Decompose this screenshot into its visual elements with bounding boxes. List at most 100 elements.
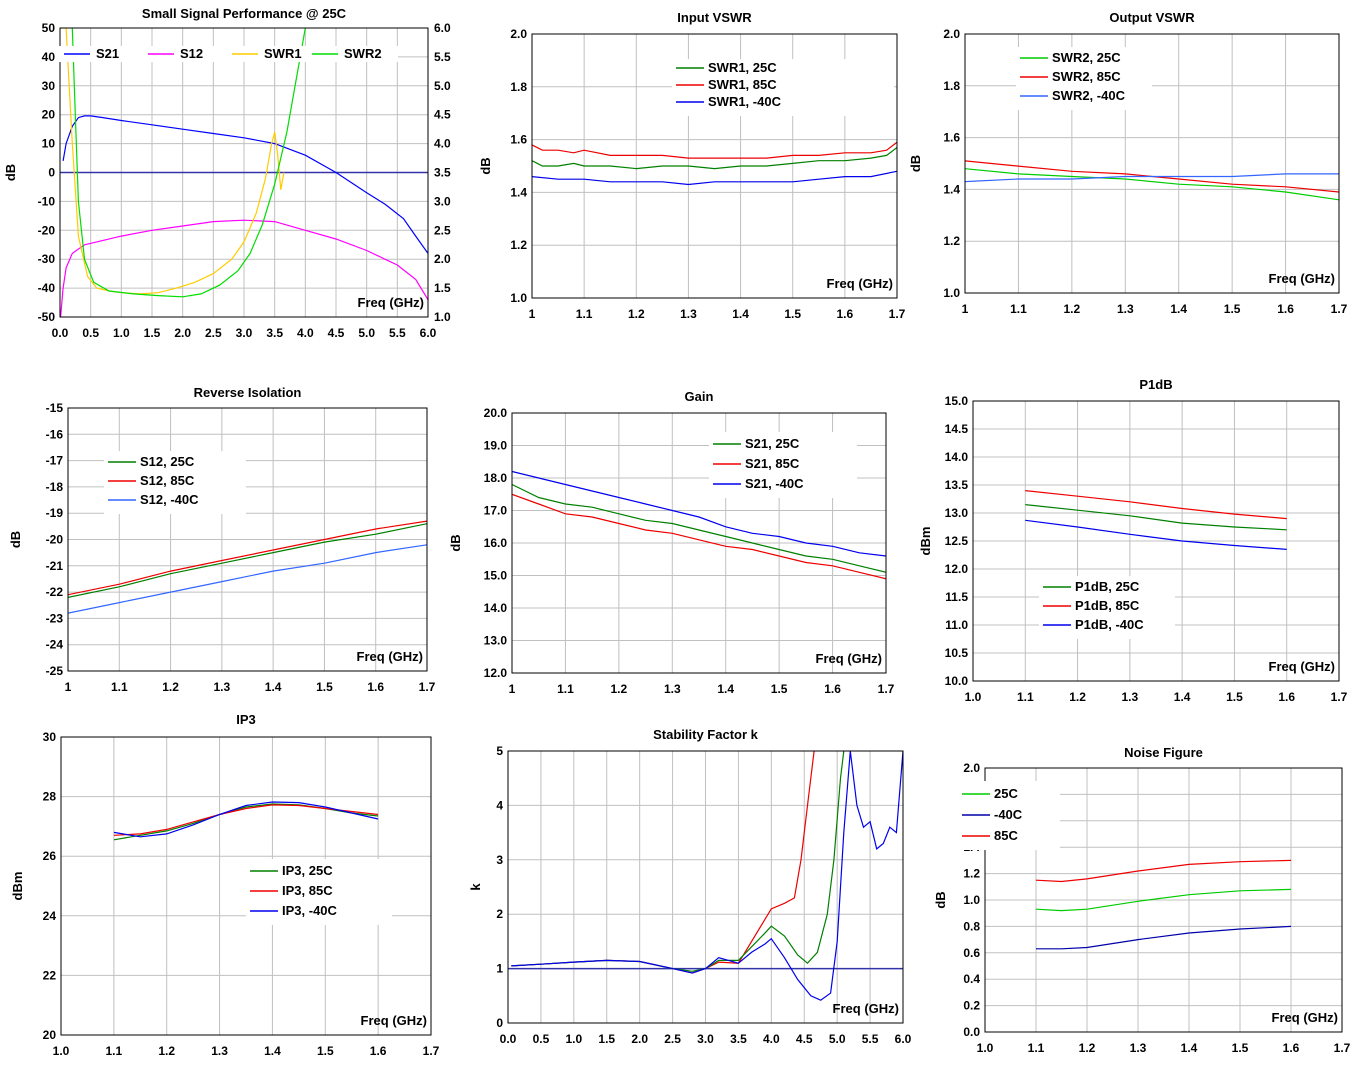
x-tick-label: 1.0 xyxy=(53,1044,70,1058)
y-tick-label: 1.2 xyxy=(510,238,527,252)
chart-title: Small Signal Performance @ 25C xyxy=(142,6,347,21)
chart-ssp: 0.0 0.5 1.0 1.5 2.0 2.5 3.0 3.5 4.0 4.5 5.0 5.5 6.0 -… xyxy=(3,6,451,340)
legend-label: -40C xyxy=(994,807,1023,822)
x-tick-label: 1.0 xyxy=(965,690,982,704)
x-tick-label: 1.5 xyxy=(1226,690,1243,704)
x-tick-label: 1.5 xyxy=(598,1032,615,1046)
legend-label: SWR1, 25C xyxy=(708,60,777,75)
x-tick-label: 1.2 xyxy=(162,680,179,694)
y-tick-label: 30 xyxy=(43,730,57,744)
legend: S21, 25C S21, 85C S21, -40C xyxy=(709,432,857,498)
y-tick-label: -24 xyxy=(46,638,64,652)
y2-tick-label: 1.5 xyxy=(434,281,451,295)
y-tick-label: 10 xyxy=(42,137,56,151)
x-tick-label: 5.5 xyxy=(862,1032,879,1046)
series-line-p1db-25c xyxy=(1025,504,1287,531)
x-tick-label: 1.5 xyxy=(317,1044,334,1058)
x-tick-label: 5.0 xyxy=(358,326,375,340)
legend-bg xyxy=(226,46,318,62)
y-tick-label: -22 xyxy=(46,585,64,599)
legend-label: SWR2, -40C xyxy=(1052,88,1126,103)
legend-label: 85C xyxy=(994,828,1018,843)
y-axis-label: dB xyxy=(8,531,23,548)
y-tick-label: -21 xyxy=(46,559,64,573)
y2-tick-label: 4.5 xyxy=(434,108,451,122)
y-tick-label: 13.5 xyxy=(945,478,969,492)
y-tick-label: 1.0 xyxy=(963,893,980,907)
y-tick-label: 0.0 xyxy=(963,1025,980,1039)
chart-riso: 1 1.1 1.2 1.3 1.4 1.5 1.6 1.7 -25 -24 -23 -22 -21 -20… xyxy=(8,385,436,694)
x-tick-label: 1.5 xyxy=(316,680,333,694)
y-tick-label: 14.5 xyxy=(945,422,969,436)
plot-frame xyxy=(964,33,1340,294)
legend-bg xyxy=(306,46,398,62)
x-tick-label: 1.7 xyxy=(878,682,895,696)
x-tick-label: 5.0 xyxy=(829,1032,846,1046)
chart-title: Reverse Isolation xyxy=(194,385,302,400)
legend-label: P1dB, -40C xyxy=(1075,617,1144,632)
chart-title: P1dB xyxy=(1139,377,1172,392)
y-tick-label: 12.0 xyxy=(945,562,969,576)
x-axis-label: Freq (GHz) xyxy=(358,295,424,310)
series-line-ip3-25c xyxy=(113,803,379,841)
y-tick-label: 4 xyxy=(496,798,503,812)
y-tick-label: 1.0 xyxy=(510,291,527,305)
chart-stab: 0.0 0.5 1.0 1.5 2.0 2.5 3.0 3.5 4.0 4.5 5.0 5.5 6.0 0… xyxy=(468,727,912,1046)
y2-tick-label: 4.0 xyxy=(434,137,451,151)
x-tick-label: 1.4 xyxy=(717,682,734,696)
x-tick-label: 1 xyxy=(509,682,516,696)
x-tick-label: 1 xyxy=(962,302,969,316)
x-tick-label: 1.2 xyxy=(1064,302,1081,316)
x-tick-label: 1.1 xyxy=(106,1044,123,1058)
series-line-s21-25c xyxy=(512,483,886,573)
y2-tick-label: 1.0 xyxy=(434,310,451,324)
legend-label: SWR2, 25C xyxy=(1052,50,1121,65)
x-tick-label: 4.5 xyxy=(328,326,345,340)
legend-label: IP3, 25C xyxy=(282,863,333,878)
legend-label: S12, 85C xyxy=(140,473,195,488)
x-tick-label: 1.4 xyxy=(732,307,749,321)
y-tick-label: -23 xyxy=(46,611,64,625)
x-tick-label: 1.3 xyxy=(680,307,697,321)
legend-label: 25C xyxy=(994,786,1018,801)
x-tick-label: 2.5 xyxy=(205,326,222,340)
chart-ovswr: 1 1.1 1.2 1.3 1.4 1.5 1.6 1.7 1.0 1.2 1.4 1.6 1.8 2.0… xyxy=(908,10,1348,316)
series-line-swr1-40c xyxy=(532,170,897,186)
x-tick-label: 1.0 xyxy=(565,1032,582,1046)
y-tick-label: 1.8 xyxy=(943,79,960,93)
legend-label: P1dB, 25C xyxy=(1075,579,1140,594)
legend: 25C -40C 85C xyxy=(958,781,1060,850)
x-tick-label: 1.3 xyxy=(214,680,231,694)
legend-bg xyxy=(709,432,857,498)
y-tick-label: 2.0 xyxy=(943,27,960,41)
y-tick-label: 5 xyxy=(496,744,503,758)
legend-label: S21, 25C xyxy=(745,436,800,451)
y-tick-label: 0.8 xyxy=(963,919,980,933)
y-tick-label: 16.0 xyxy=(484,536,508,550)
legend-label: IP3, 85C xyxy=(282,883,333,898)
x-tick-label: 1.3 xyxy=(1117,302,1134,316)
legend-label: SWR1 xyxy=(264,46,302,61)
x-tick-label: 1.2 xyxy=(1069,690,1086,704)
x-tick-label: 1.4 xyxy=(265,680,282,694)
x-tick-label: 2.5 xyxy=(664,1032,681,1046)
y-tick-label: -30 xyxy=(38,252,56,266)
x-tick-label: 1.2 xyxy=(628,307,645,321)
legend: SWR1, 25C SWR1, 85C SWR1, -40C xyxy=(672,59,894,116)
y-tick-label: -20 xyxy=(46,533,64,547)
legend-label: S12, 25C xyxy=(140,454,195,469)
y-tick-label: 2.0 xyxy=(510,27,527,41)
chart-ivswr: 1 1.1 1.2 1.3 1.4 1.5 1.6 1.7 1.0 1.2 1.4 1.6 1.8 2.0… xyxy=(478,10,906,321)
x-axis-label: Freq (GHz) xyxy=(827,276,893,291)
y-tick-label: 1.8 xyxy=(510,80,527,94)
legend-label: S21, 85C xyxy=(745,456,800,471)
plot-frame xyxy=(531,33,898,299)
series-line-swr2-25c xyxy=(965,168,1339,201)
y-tick-label: 1.6 xyxy=(943,131,960,145)
series-line-swr1 xyxy=(60,28,285,295)
x-tick-label: 0.5 xyxy=(533,1032,550,1046)
chart-gain: 1 1.1 1.2 1.3 1.4 1.5 1.6 1.7 12.0 13.0 14.0 15.0 16… xyxy=(448,389,895,696)
y-axis-label: dBm xyxy=(10,872,25,901)
x-tick-label: 1.7 xyxy=(889,307,906,321)
x-tick-label: 1 xyxy=(529,307,536,321)
